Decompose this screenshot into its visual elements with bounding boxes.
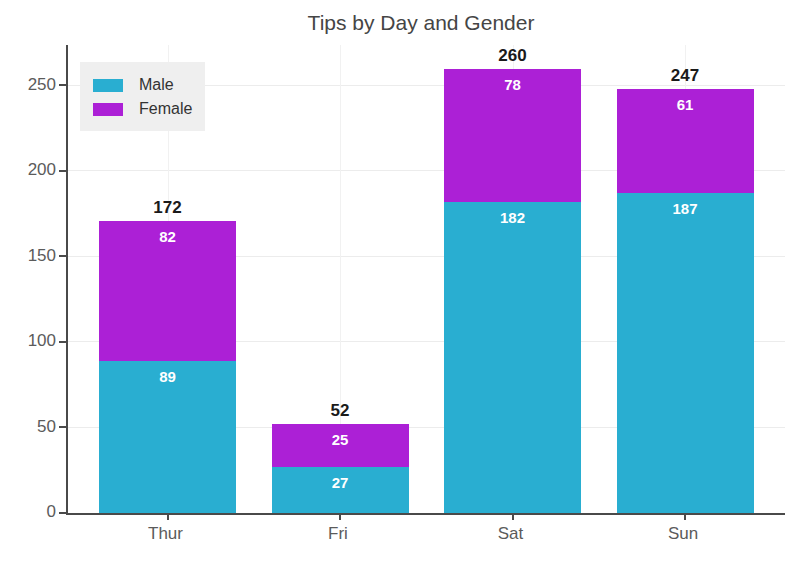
bar-value-label: 187 [672, 200, 697, 217]
x-tick-mark [512, 513, 514, 520]
bar-value-label: 89 [159, 368, 176, 385]
y-tick-label: 250 [8, 75, 56, 95]
bar-segment-female[interactable]: 78 [444, 69, 581, 202]
x-tick-label-sat: Sat [451, 524, 571, 544]
bar-segment-female[interactable]: 82 [99, 221, 236, 361]
legend-item-female[interactable]: Female [80, 97, 205, 121]
chart-title: Tips by Day and Gender [66, 11, 776, 35]
bar-value-label: 82 [159, 228, 176, 245]
bar-segment-male[interactable]: 27 [272, 467, 409, 513]
y-tick-label: 200 [8, 160, 56, 180]
y-tick-label: 50 [8, 417, 56, 437]
legend-item-male[interactable]: Male [80, 73, 205, 97]
bar-value-label: 61 [677, 96, 694, 113]
bar-total-label: 52 [272, 401, 409, 421]
x-tick-mark [684, 513, 686, 520]
bar-segment-male[interactable]: 187 [617, 193, 754, 513]
y-tick-label: 0 [8, 502, 56, 522]
legend-label-male: Male [139, 76, 174, 94]
female-color-swatch [93, 103, 123, 116]
y-tick-label: 150 [8, 246, 56, 266]
x-tick-label-fri: Fri [278, 524, 398, 544]
legend-label-female: Female [139, 100, 192, 118]
male-color-swatch [93, 79, 123, 92]
y-tick-label: 100 [8, 331, 56, 351]
y-tick-mark [59, 426, 66, 428]
x-tick-mark [339, 513, 341, 520]
x-tick-mark [167, 513, 169, 520]
bar-value-label: 27 [332, 474, 349, 491]
bar-total-label: 260 [444, 46, 581, 66]
bar-value-label: 182 [500, 209, 525, 226]
x-tick-label-sun: Sun [623, 524, 743, 544]
bar-value-label: 25 [332, 431, 349, 448]
bar-total-label: 247 [617, 66, 754, 86]
y-tick-mark [59, 170, 66, 172]
y-tick-mark [59, 84, 66, 86]
y-tick-mark [59, 512, 66, 514]
bar-value-label: 78 [504, 76, 521, 93]
bar-segment-male[interactable]: 182 [444, 202, 581, 513]
bar-segment-male[interactable]: 89 [99, 361, 236, 513]
bar-segment-female[interactable]: 25 [272, 424, 409, 467]
y-tick-mark [59, 341, 66, 343]
y-tick-mark [59, 255, 66, 257]
bar-segment-female[interactable]: 61 [617, 89, 754, 193]
chart-figure: Tips by Day and Gender 89 82 172 27 25 52 182 7… [0, 0, 800, 563]
bar-total-label: 172 [99, 198, 236, 218]
legend: Male Female [80, 62, 205, 131]
x-tick-label-thur: Thur [106, 524, 226, 544]
